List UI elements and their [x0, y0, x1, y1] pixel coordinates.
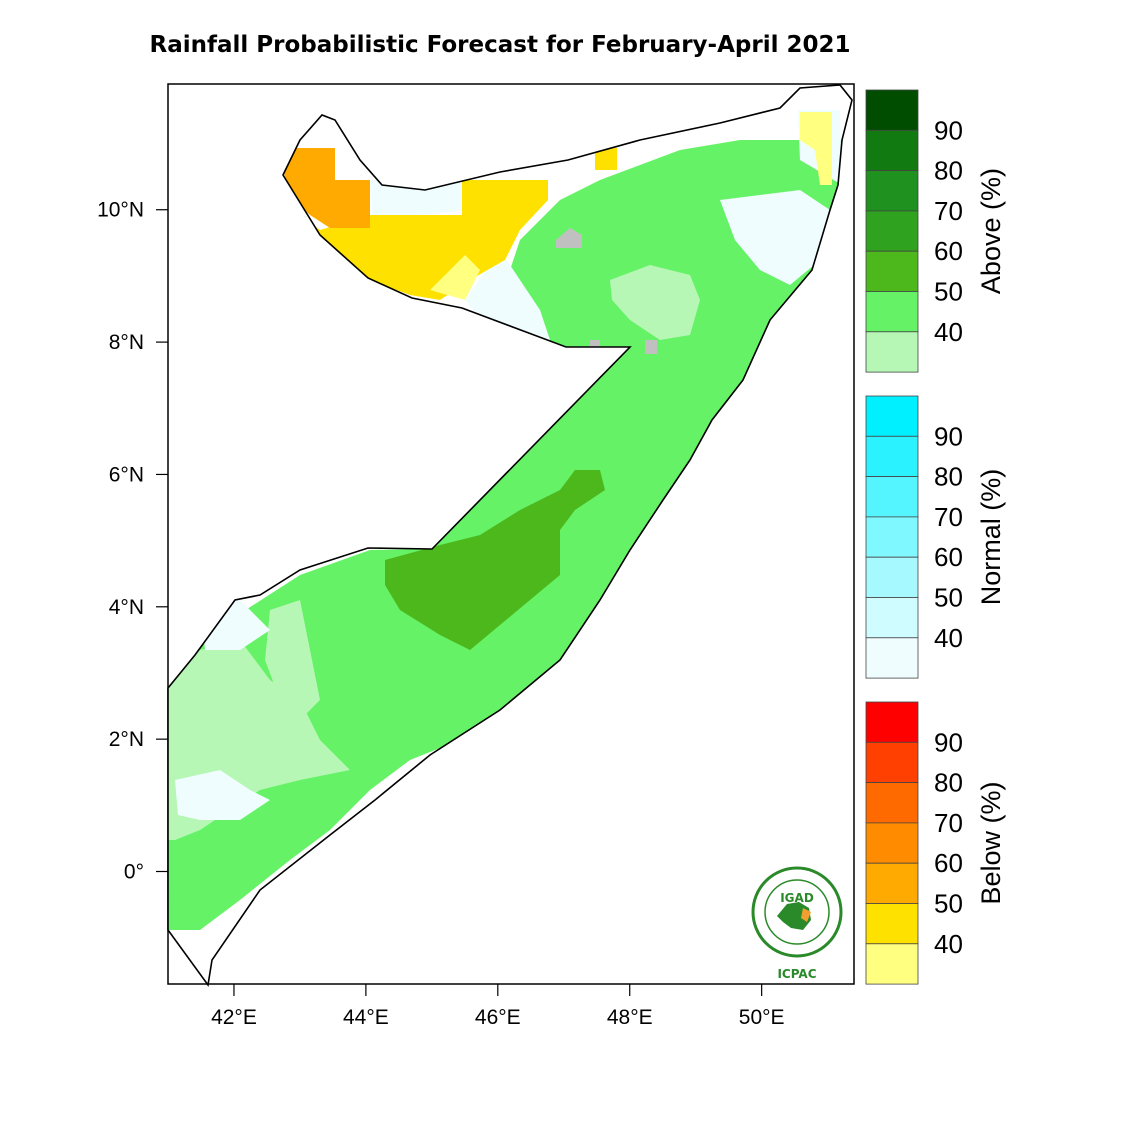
- lon-tick-label: 46°E: [475, 1006, 521, 1029]
- lat-tick-label: 8°N: [109, 331, 144, 354]
- below-50-patch: [595, 148, 617, 170]
- legend-swatch: [865, 862, 919, 904]
- legend-title: Above (%): [976, 168, 1006, 294]
- normal-40-region-nw: [370, 180, 470, 215]
- lon-tick-label: 42°E: [211, 1006, 257, 1029]
- above-40-region-north: [610, 265, 700, 340]
- legend-swatch: [865, 331, 919, 373]
- longitude-axis: 42°E 44°E 46°E 48°E 50°E: [211, 984, 785, 1029]
- legends: 90 80 70 60 50 40 Above (%) 90 80 70 60 50 40 Normal …: [865, 89, 1006, 985]
- legend-swatch: [865, 782, 919, 824]
- legend-title: Below (%): [976, 782, 1006, 905]
- no-data-patch: [556, 228, 582, 248]
- legend-swatch: [865, 597, 919, 639]
- lat-tick-label: 0°: [124, 861, 144, 884]
- legend-level-label: 90: [934, 727, 963, 757]
- legend-swatch: [865, 250, 919, 292]
- legend-level-label: 80: [934, 156, 963, 186]
- legend-swatch: [865, 556, 919, 598]
- legend-level-label: 80: [934, 768, 963, 798]
- legend-level-label: 60: [934, 236, 963, 266]
- legend-swatch: [865, 943, 919, 985]
- logo-name: IGAD: [780, 891, 814, 905]
- below-40-region-nw: [430, 255, 480, 300]
- lat-tick-label: 6°N: [109, 463, 144, 486]
- lon-tick-label: 44°E: [343, 1006, 389, 1029]
- legend-swatch: [865, 210, 919, 252]
- above-60-region: [385, 470, 605, 650]
- legend-swatch: [865, 89, 919, 131]
- legend-normal: 90 80 70 60 50 40 Normal (%): [865, 395, 1006, 679]
- legend-below: 90 80 70 60 50 40 Below (%): [865, 701, 1006, 985]
- below-50-region: [300, 180, 548, 300]
- legend-level-label: 70: [934, 196, 963, 226]
- map-title: Rainfall Probabilistic Forecast for Febr…: [149, 32, 851, 58]
- legend-title: Normal (%): [976, 469, 1006, 606]
- latitude-axis: 10°N 8°N 6°N 4°N 2°N 0°: [97, 199, 168, 884]
- lon-tick-label: 50°E: [739, 1006, 785, 1029]
- legend-level-label: 50: [934, 277, 963, 307]
- normal-40-region-northeast: [720, 190, 830, 285]
- legend-level-label: 60: [934, 542, 963, 572]
- legend-swatch: [865, 822, 919, 864]
- below-60-region: [283, 148, 370, 228]
- above-40-region-west: [265, 600, 320, 720]
- lat-tick-label: 2°N: [109, 728, 144, 751]
- legend-level-label: 40: [934, 623, 963, 653]
- legend-swatch: [865, 741, 919, 783]
- legend-swatch: [865, 291, 919, 333]
- legend-swatch: [865, 701, 919, 743]
- no-data-patch: [590, 340, 600, 350]
- legend-swatch: [865, 637, 919, 679]
- legend-swatch: [865, 170, 919, 212]
- legend-swatch: [865, 903, 919, 945]
- no-data-patch: [645, 340, 657, 354]
- legend-level-label: 70: [934, 808, 963, 838]
- normal-40-region-south: [175, 770, 270, 820]
- lon-tick-label: 48°E: [607, 1006, 653, 1029]
- logo-caption: ICPAC: [777, 967, 816, 981]
- legend-level-label: 60: [934, 848, 963, 878]
- below-40-region-ne: [800, 112, 832, 185]
- legend-level-label: 40: [934, 929, 963, 959]
- lat-tick-label: 10°N: [97, 199, 144, 222]
- legend-swatch: [865, 476, 919, 518]
- legend-level-label: 40: [934, 317, 963, 347]
- igad-logo: IGAD: [751, 866, 843, 958]
- legend-level-label: 50: [934, 889, 963, 919]
- legend-swatch: [865, 516, 919, 558]
- legend-level-label: 50: [934, 583, 963, 613]
- legend-above: 90 80 70 60 50 40 Above (%): [865, 89, 1006, 373]
- legend-swatch: [865, 395, 919, 437]
- legend-level-label: 90: [934, 115, 963, 145]
- legend-level-label: 90: [934, 421, 963, 451]
- legend-level-label: 80: [934, 462, 963, 492]
- legend-swatch: [865, 129, 919, 172]
- legend-level-label: 70: [934, 502, 963, 532]
- lat-tick-label: 4°N: [109, 596, 144, 619]
- legend-swatch: [865, 435, 919, 477]
